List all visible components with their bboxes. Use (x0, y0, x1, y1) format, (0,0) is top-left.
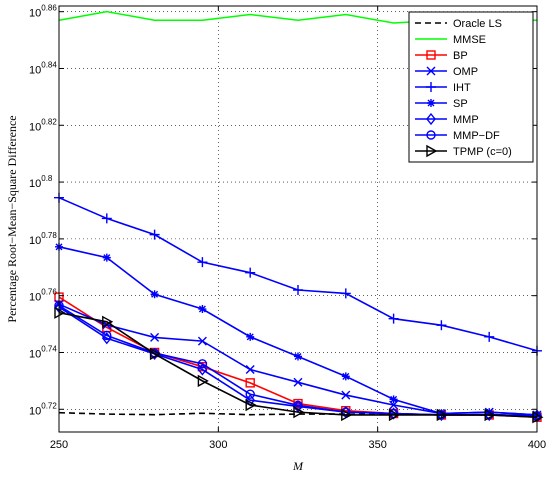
y-tick-exponent: 0.78 (41, 231, 57, 240)
y-tick-exponent: 0.8 (41, 174, 53, 183)
data-point (197, 363, 208, 376)
legend-label: Oracle LS (453, 18, 502, 30)
y-tick-exponent: 0.84 (41, 60, 57, 69)
legend-item-mmp-df: MMP−DF (415, 130, 500, 142)
legend-item-iht: IHT (415, 82, 471, 94)
data-point (484, 408, 496, 422)
data-point (197, 336, 207, 346)
legend-item-mmp: MMP (415, 112, 479, 126)
y-tick-label: 100.74 (29, 344, 57, 360)
y-tick-base: 10 (29, 235, 41, 247)
y-tick-label: 100.84 (29, 60, 57, 76)
y-tick-exponent: 0.82 (41, 117, 57, 126)
data-point (197, 257, 208, 268)
x-tick-label: 250 (50, 439, 68, 451)
x-tick-label: 300 (209, 439, 227, 451)
data-point (341, 390, 351, 400)
axis-ticks: 250 300 350 400100.72100.74100.76100.78100.… (29, 4, 546, 451)
legend-item-bp: BP (415, 50, 468, 62)
data-point (245, 365, 255, 375)
y-tick-base: 10 (29, 348, 41, 360)
data-point (293, 377, 303, 387)
data-point (293, 405, 305, 419)
legend-label: OMP (453, 66, 478, 78)
data-point (198, 305, 207, 314)
data-point (102, 315, 114, 328)
legend-marker (426, 130, 436, 140)
data-point (436, 408, 448, 422)
data-point (389, 395, 398, 404)
data-point (245, 378, 255, 388)
legend-label: MMP (453, 114, 479, 126)
legend: Oracle LS MMSE BP OMP IHT SP MMP MMP−DF TPMP (c=… (408, 11, 534, 163)
data-point (102, 330, 112, 341)
y-tick-label: 100.76 (29, 288, 57, 304)
legend-label: MMP−DF (453, 130, 500, 142)
data-point (388, 407, 399, 420)
data-point (149, 347, 162, 361)
data-point (294, 352, 302, 361)
legend-marker (426, 66, 436, 76)
y-tick-label: 100.86 (29, 4, 57, 20)
y-tick-exponent: 0.74 (41, 344, 57, 353)
data-point (484, 331, 495, 342)
y-tick-exponent: 0.86 (41, 4, 57, 13)
legend-item-oracle-ls: Oracle LS (415, 18, 502, 30)
data-point (341, 408, 353, 422)
legend-marker (426, 50, 436, 60)
y-tick-base: 10 (29, 292, 41, 304)
data-point (340, 288, 351, 299)
legend-item-omp: OMP (415, 66, 478, 78)
data-point (341, 372, 350, 381)
legend-label: IHT (453, 82, 471, 94)
legend-label: BP (453, 50, 468, 62)
y-tick-label: 100.82 (29, 117, 57, 133)
data-point (246, 332, 255, 341)
y-tick-base: 10 (29, 8, 41, 20)
y-tick-exponent: 0.72 (41, 401, 57, 410)
plot-frame (58, 5, 538, 433)
legend-label: MMSE (453, 34, 486, 46)
data-point (149, 229, 160, 240)
y-tick-base: 10 (29, 178, 41, 190)
data-point (150, 332, 160, 342)
data-point (437, 409, 446, 418)
data-point (245, 267, 256, 278)
x-tick-label: 400 (528, 439, 546, 451)
x-axis-label: M (292, 459, 304, 473)
data-point (197, 374, 209, 388)
legend-item-sp: SP (415, 98, 468, 110)
legend-label: TPMP (c=0) (453, 146, 512, 158)
y-tick-exponent: 0.76 (41, 288, 57, 297)
series-line (58, 311, 538, 419)
data-point (245, 389, 255, 399)
legend-marker (426, 144, 438, 158)
y-tick-label: 100.72 (29, 401, 57, 417)
grid (59, 6, 537, 432)
y-tick-base: 10 (29, 64, 41, 76)
legend-item-tpmp-c-0: TPMP (c=0) (415, 144, 512, 158)
x-tick-label: 350 (368, 439, 386, 451)
data-point (245, 398, 257, 412)
legend-label: SP (453, 98, 468, 110)
legend-marker (427, 99, 435, 107)
y-tick-base: 10 (29, 121, 41, 133)
data-point (102, 253, 111, 262)
y-tick-label: 100.8 (29, 174, 53, 190)
legend-marker (426, 82, 436, 92)
data-point (101, 213, 112, 224)
data-point (293, 285, 303, 295)
data-point (388, 408, 401, 422)
data-point (150, 290, 159, 299)
data-point (436, 320, 447, 331)
y-axis-label: Percentage Root−Mean−Square Difference (5, 115, 19, 322)
legend-marker (426, 112, 436, 126)
legend-item-mmse: MMSE (415, 34, 486, 46)
data-point (388, 313, 399, 324)
y-tick-base: 10 (29, 405, 41, 417)
y-tick-label: 100.78 (29, 231, 57, 247)
data-point (197, 359, 208, 369)
